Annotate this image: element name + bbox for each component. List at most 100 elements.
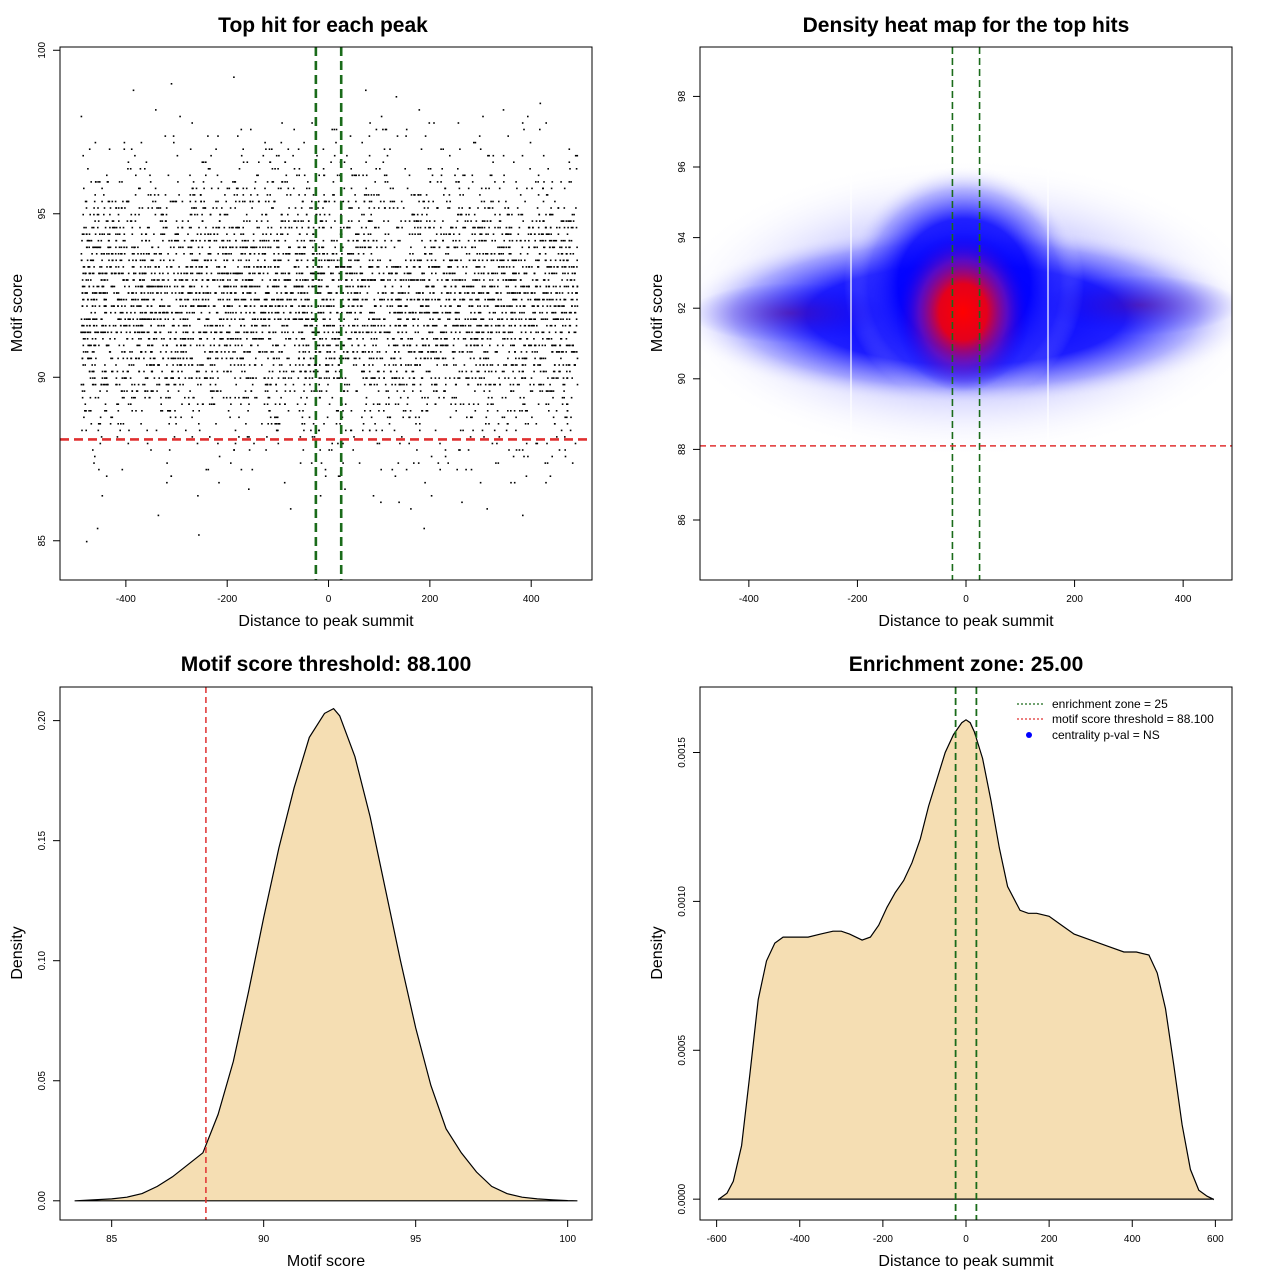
scatter-point bbox=[567, 292, 570, 294]
scatter-point bbox=[118, 246, 121, 249]
scatter-point bbox=[374, 324, 376, 327]
scatter-point bbox=[383, 370, 385, 373]
scatter-point bbox=[514, 351, 516, 353]
scatter-point bbox=[370, 266, 373, 268]
scatter-point bbox=[229, 396, 232, 399]
scatter-point bbox=[270, 423, 273, 425]
scatter-point bbox=[281, 233, 284, 235]
scatter-point bbox=[477, 292, 480, 294]
scatter-point bbox=[555, 285, 557, 288]
scatter-point bbox=[518, 357, 520, 360]
scatter-point bbox=[181, 220, 184, 222]
scatter-point bbox=[99, 292, 101, 294]
scatter-point bbox=[520, 331, 523, 334]
scatter-point bbox=[537, 403, 540, 405]
scatter-point bbox=[553, 266, 555, 268]
scatter-point bbox=[489, 285, 491, 288]
scatter-point bbox=[256, 324, 258, 327]
scatter-point bbox=[205, 226, 207, 229]
scatter-point bbox=[369, 279, 372, 281]
scatter-point bbox=[440, 233, 442, 235]
scatter-point bbox=[144, 168, 146, 170]
scatter-point bbox=[246, 279, 248, 281]
scatter-point bbox=[430, 351, 432, 353]
scatter-point bbox=[312, 194, 315, 196]
scatter-point bbox=[146, 429, 148, 432]
scatter-point bbox=[118, 220, 120, 222]
scatter-point bbox=[497, 226, 499, 229]
scatter-point bbox=[241, 344, 243, 347]
scatter-point bbox=[131, 226, 134, 229]
scatter-point bbox=[402, 207, 405, 209]
scatter-point bbox=[124, 305, 126, 307]
scatter-point bbox=[266, 194, 269, 196]
scatter-point bbox=[464, 220, 467, 222]
scatter-point bbox=[286, 292, 288, 294]
scatter-point bbox=[277, 298, 280, 301]
scatter-point bbox=[488, 311, 491, 314]
scatter-point bbox=[470, 338, 472, 340]
scatter-point bbox=[271, 311, 273, 314]
scatter-point bbox=[529, 383, 531, 386]
scatter-point bbox=[493, 383, 495, 386]
scatter-point bbox=[360, 285, 362, 288]
scatter-point bbox=[378, 442, 381, 445]
scatter-point bbox=[267, 423, 269, 425]
scatter-point bbox=[82, 383, 85, 386]
scatter-point bbox=[402, 377, 404, 379]
scatter-point bbox=[145, 272, 147, 275]
scatter-point bbox=[431, 298, 433, 301]
scatter-point bbox=[343, 226, 345, 229]
scatter-point bbox=[383, 207, 386, 209]
scatter-point bbox=[131, 233, 134, 235]
scatter-point bbox=[170, 475, 172, 477]
scatter-point bbox=[569, 324, 572, 327]
scatter-point bbox=[107, 383, 109, 386]
scatter-point bbox=[522, 377, 524, 379]
scatter-point bbox=[481, 331, 483, 334]
scatter-point bbox=[459, 292, 462, 294]
scatter-point bbox=[561, 331, 563, 334]
scatter-point bbox=[186, 324, 188, 327]
scatter-point bbox=[130, 148, 133, 150]
scatter-point bbox=[89, 396, 92, 399]
scatter-point bbox=[498, 187, 501, 190]
scatter-point bbox=[430, 259, 433, 262]
scatter-point bbox=[445, 338, 448, 340]
scatter-point bbox=[457, 181, 460, 183]
scatter-point bbox=[216, 233, 219, 235]
scatter-point bbox=[398, 501, 400, 504]
scatter-point bbox=[381, 292, 384, 294]
scatter-point bbox=[561, 396, 564, 399]
scatter-point bbox=[88, 324, 91, 327]
scatter-point bbox=[277, 442, 280, 445]
scatter-point bbox=[128, 259, 130, 262]
scatter-point bbox=[105, 220, 108, 222]
scatter-point bbox=[239, 377, 242, 379]
scatter-point bbox=[449, 311, 452, 314]
scatter-point bbox=[568, 331, 570, 334]
scatter-point bbox=[509, 305, 512, 307]
scatter-point bbox=[463, 298, 466, 301]
scatter-point bbox=[207, 279, 210, 281]
scatter-point bbox=[143, 383, 146, 386]
scatter-point bbox=[561, 279, 563, 281]
scatter-point bbox=[418, 298, 421, 301]
scatter-point bbox=[157, 292, 159, 294]
scatter-point bbox=[91, 364, 93, 366]
scatter-point bbox=[214, 292, 217, 294]
scatter-point bbox=[338, 370, 341, 373]
scatter-point bbox=[473, 344, 475, 347]
scatter-point bbox=[428, 122, 431, 124]
scatter-point bbox=[524, 344, 526, 347]
scatter-point bbox=[145, 253, 148, 255]
scatter-point bbox=[183, 344, 185, 347]
scatter-point bbox=[439, 442, 441, 445]
scatter-point bbox=[527, 292, 529, 294]
scatter-point bbox=[496, 259, 498, 262]
scatter-point bbox=[134, 154, 136, 157]
scatter-point bbox=[227, 410, 230, 412]
scatter-point bbox=[111, 370, 113, 373]
scatter-point bbox=[269, 338, 272, 340]
scatter-point bbox=[202, 161, 205, 163]
